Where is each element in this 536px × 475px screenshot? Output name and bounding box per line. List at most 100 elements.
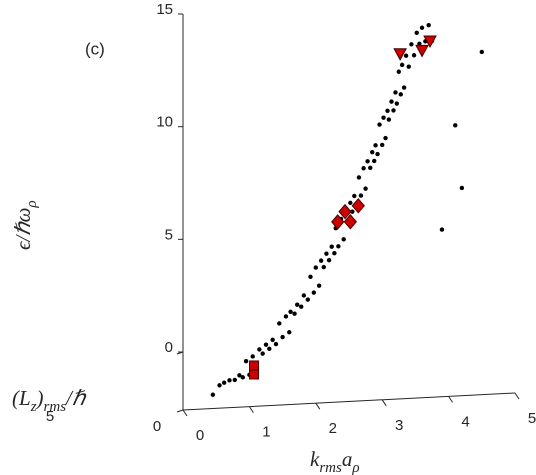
z-tick-label: 5 [46,408,54,425]
point [336,244,341,249]
point [406,64,411,69]
panel-label: (c) [85,39,105,58]
point [249,369,260,380]
point [301,293,307,298]
point [249,360,260,371]
z-axis-label-part: z [30,399,37,415]
x-axis-label-part: ρ [351,460,359,475]
point [393,48,407,61]
point [396,69,401,74]
point [403,53,409,58]
x-tick [182,409,188,417]
y-axis-label-part: ρ [24,200,40,208]
point [267,346,272,352]
z-axis-label: (Lz)rms/ℏ [12,386,87,415]
point [368,165,373,171]
point [398,92,403,97]
y-tick-label: 10 [156,114,173,131]
point [394,101,400,106]
point [305,297,311,302]
point [389,99,394,104]
point [232,377,237,383]
point [385,108,390,113]
point [316,283,322,288]
point [348,200,353,206]
point [308,274,313,280]
point [409,42,414,47]
point [372,158,377,164]
point [250,354,255,359]
point [283,314,289,319]
x-tick-label: 1 [262,424,270,441]
point [350,209,355,214]
x-tick-label: 2 [329,420,337,437]
x-tick-label: 0 [196,427,204,444]
point [375,151,380,157]
point [426,23,431,28]
point [373,143,378,148]
point [287,330,292,335]
point [277,321,282,326]
x-tick [381,399,387,407]
point [263,342,269,347]
point [257,347,262,352]
z-axis-label-part: (L [12,386,31,410]
z-axis-label-part: rms [44,399,67,415]
point [313,265,318,270]
point [260,351,265,356]
point [237,373,242,378]
x-axis-label-part: k [310,447,320,471]
point [419,25,425,30]
z-tick-label: 0 [153,418,161,435]
y-tick-label: 15 [156,1,173,18]
point [399,62,405,68]
point [356,175,362,180]
point [391,108,396,113]
y-tick-label: 5 [165,226,173,243]
y-tick-label: 0 [165,339,173,356]
point [324,251,329,256]
x-tick [248,406,254,413]
z-tick [176,409,184,413]
point [329,244,334,249]
point [423,35,437,49]
point [210,392,216,397]
point [341,237,346,242]
point [370,149,375,155]
point [318,258,324,263]
point [377,122,382,127]
x-tick-label: 3 [395,417,403,434]
point [479,49,484,55]
point [288,309,293,314]
point [326,257,332,263]
point [361,166,366,171]
x-tick [514,392,520,400]
point [365,159,370,164]
point [459,185,465,191]
point [311,290,317,295]
point [332,250,337,256]
point [217,383,222,388]
point [380,142,385,148]
point [331,214,345,230]
point [358,193,364,198]
x-tick-label: 5 [528,410,536,427]
point [393,90,398,95]
axis-line [182,392,516,411]
point [351,198,365,214]
point [243,359,249,364]
point [292,311,297,316]
z-tick [176,351,184,355]
point [343,213,357,230]
point [338,203,352,220]
point [381,115,386,120]
point [221,380,227,385]
x-tick [448,396,454,403]
z-axis-label-part: /ℏ [65,386,87,410]
x-axis-label: krmsaρ [310,447,360,475]
point [240,375,245,380]
point [383,135,388,141]
point [227,378,232,383]
point [415,44,429,58]
